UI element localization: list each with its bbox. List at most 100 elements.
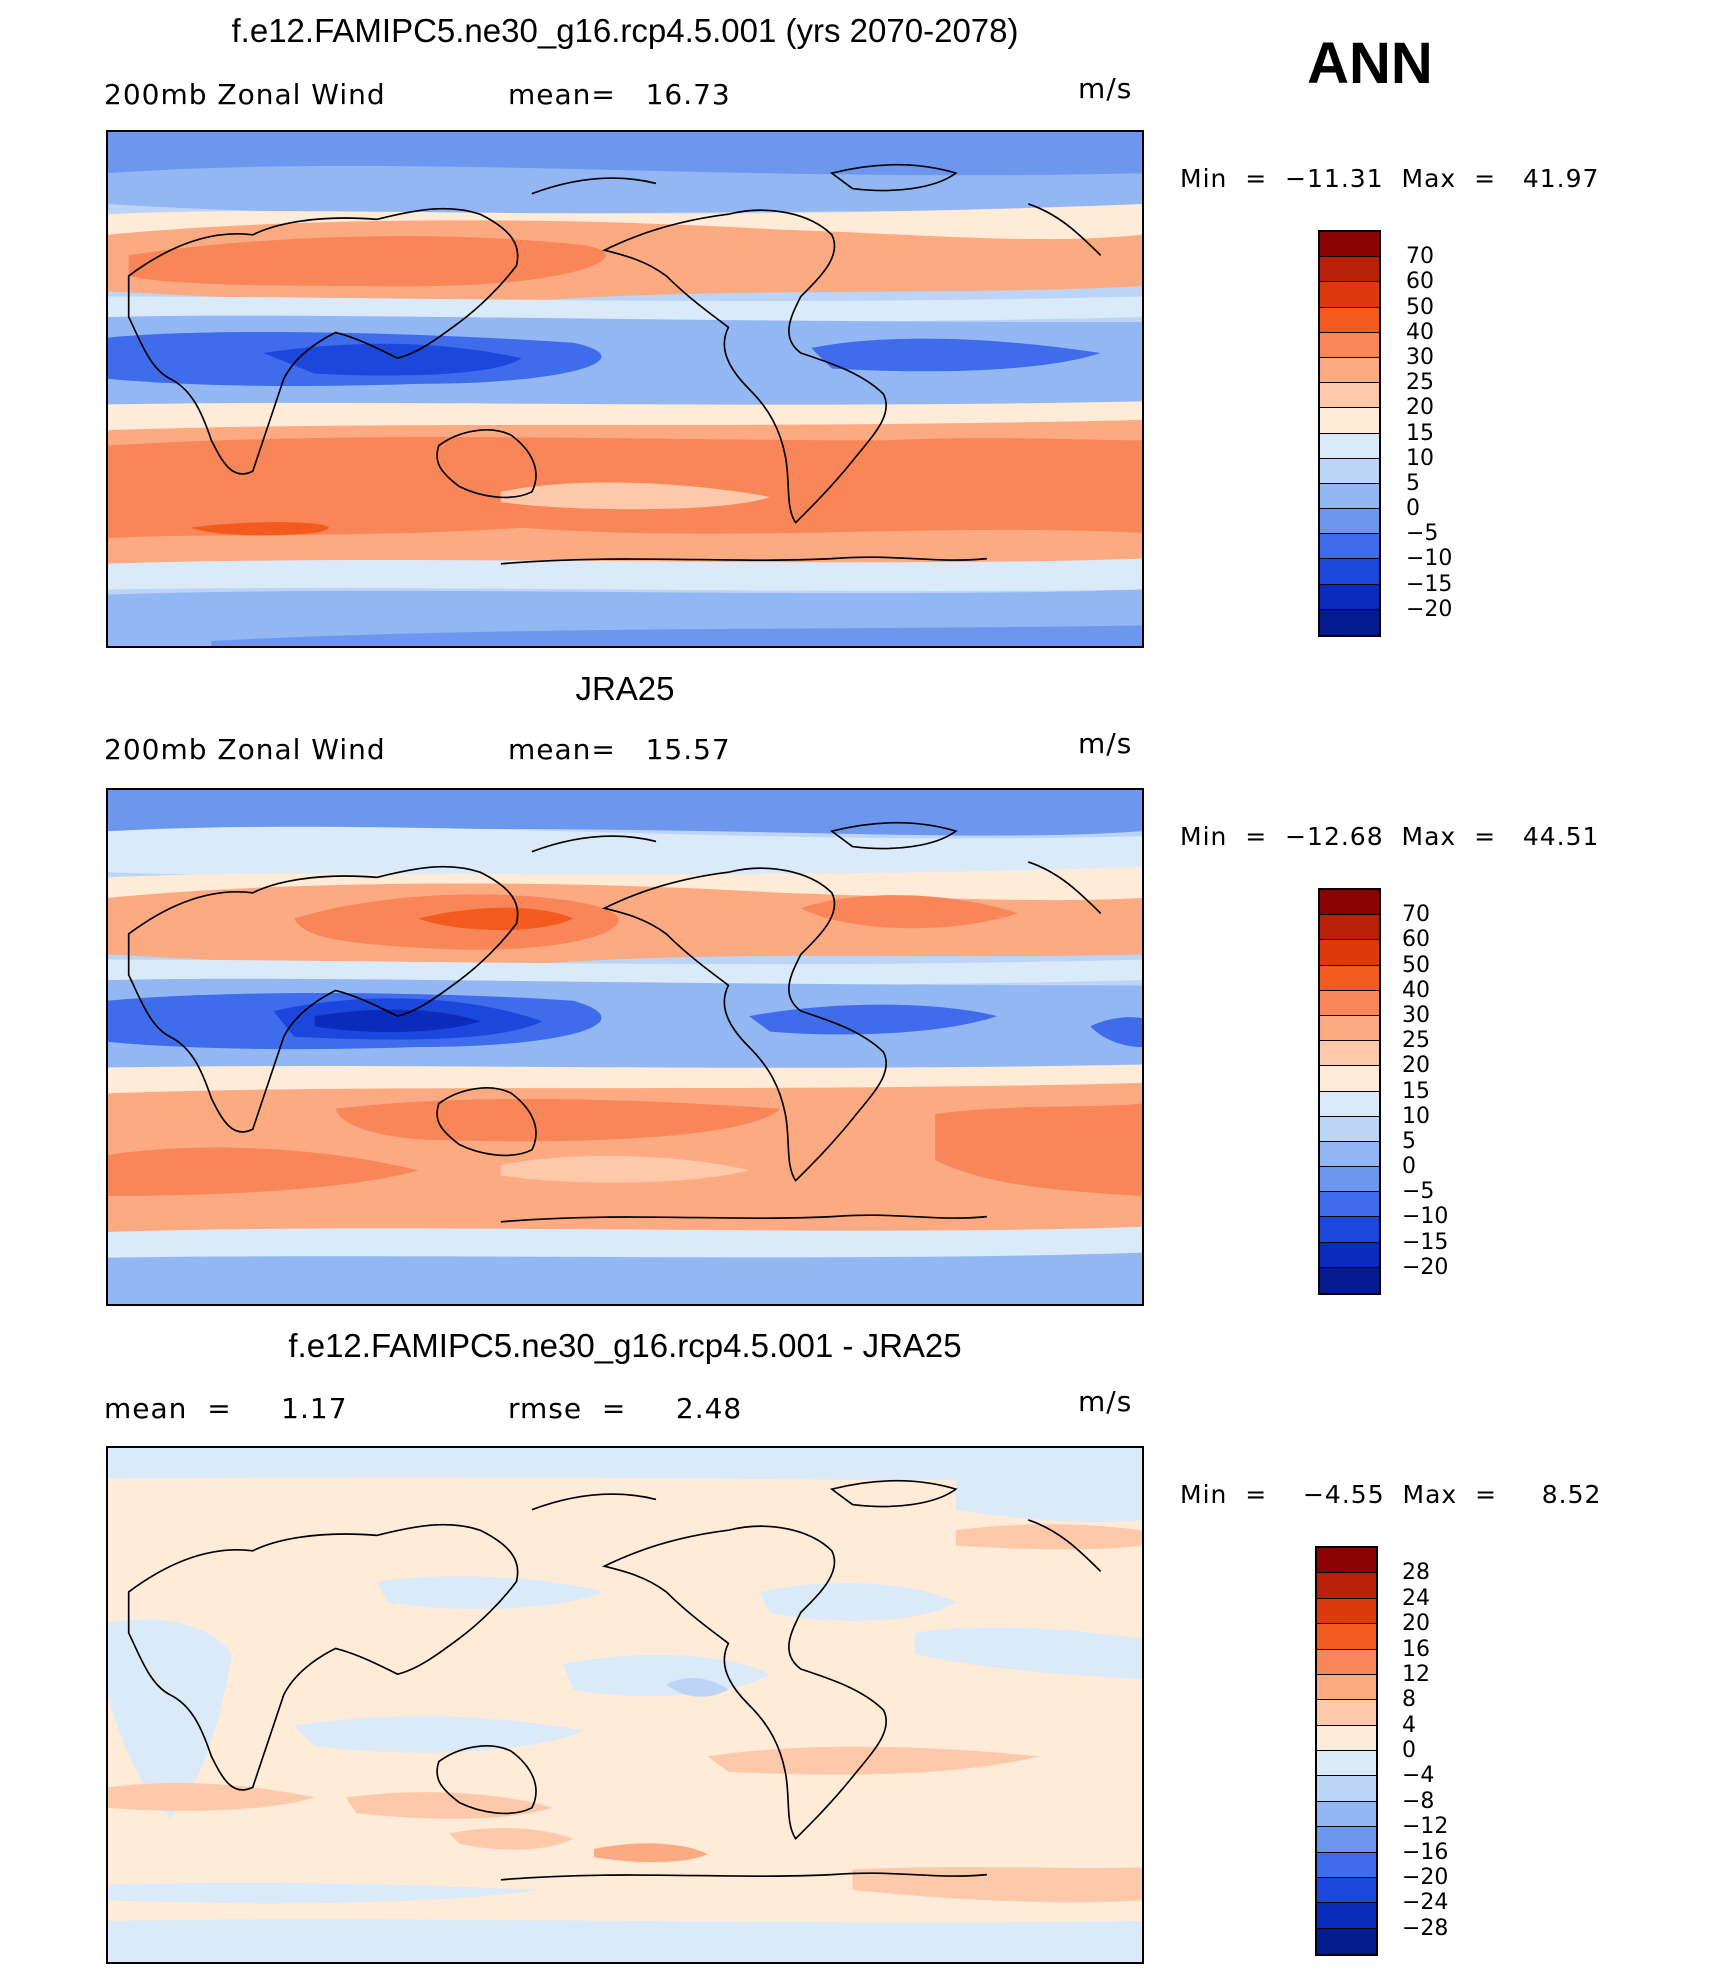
colorbar-swatch [1320,232,1379,258]
colorbar-swatch [1320,890,1379,916]
colorbar-tick-label: 40 [1406,319,1434,345]
panel2-map [106,788,1144,1306]
colorbar-swatch [1320,940,1379,966]
panel1-colorbar [1318,230,1381,637]
colorbar-swatch [1317,1624,1376,1650]
colorbar-swatch [1320,282,1379,308]
colorbar-tick-label: −15 [1406,571,1453,597]
colorbar-tick-label: −4 [1402,1763,1435,1789]
colorbar-tick-label: 10 [1402,1103,1430,1129]
colorbar-tick-label: 28 [1402,1560,1430,1586]
colorbar-swatch [1317,1877,1376,1904]
colorbar-swatch [1320,408,1379,434]
colorbar-tick-label: 60 [1406,269,1434,295]
colorbar-tick-label: −28 [1402,1915,1449,1941]
colorbar-swatch [1317,1649,1376,1675]
colorbar-tick-label: −24 [1402,1890,1449,1916]
panel2-mean-label: mean= 15.57 [508,733,731,766]
colorbar-swatch [1320,915,1379,941]
colorbar-swatch [1320,1267,1379,1293]
colorbar-swatch [1320,1242,1379,1268]
colorbar-tick-label: 20 [1402,1053,1430,1079]
panel2-title: JRA25 [575,670,675,707]
colorbar-swatch [1320,1192,1379,1218]
colorbar-tick-label: 40 [1402,977,1430,1003]
colorbar-swatch [1317,1674,1376,1701]
colorbar-swatch [1320,559,1379,585]
colorbar-swatch [1317,1827,1376,1853]
colorbar-swatch [1320,257,1379,283]
colorbar-swatch [1320,509,1379,535]
colorbar-swatch [1317,1903,1376,1929]
colorbar-tick-label: 50 [1406,294,1434,320]
colorbar-tick-label: −10 [1402,1204,1449,1230]
colorbar-tick-label: −5 [1406,521,1439,547]
colorbar-tick-label: −12 [1402,1814,1449,1840]
colorbar-tick-label: 5 [1402,1128,1416,1154]
panel3-rmse-label: rmse = 2.48 [508,1392,743,1425]
colorbar-tick-label: 20 [1402,1611,1430,1637]
colorbar-tick-label: −5 [1402,1179,1435,1205]
colorbar-swatch [1320,1015,1379,1042]
colorbar-tick-label: 0 [1402,1154,1416,1180]
colorbar-swatch [1320,483,1379,510]
colorbar-swatch [1320,1091,1379,1117]
colorbar-tick-label: 30 [1402,1002,1430,1028]
colorbar-swatch [1320,433,1379,459]
colorbar-swatch [1320,357,1379,384]
colorbar-tick-label: 15 [1402,1078,1430,1104]
colorbar-swatch [1320,584,1379,610]
colorbar-tick-label: 0 [1406,496,1420,522]
colorbar-swatch [1320,1217,1379,1243]
colorbar-tick-label: −20 [1402,1254,1449,1280]
colorbar-swatch [1317,1852,1376,1878]
colorbar-tick-label: 20 [1406,395,1434,421]
colorbar-swatch [1320,1167,1379,1193]
colorbar-swatch [1320,1041,1379,1067]
colorbar-tick-label: −15 [1402,1229,1449,1255]
colorbar-tick-label: 50 [1402,952,1430,978]
colorbar-tick-label: 15 [1406,420,1434,446]
colorbar-tick-label: 70 [1402,902,1430,928]
panel2-field-label: 200mb Zonal Wind [104,733,386,766]
colorbar-tick-label: 0 [1402,1738,1416,1763]
colorbar-swatch [1320,1066,1379,1092]
panel1-field-label: 200mb Zonal Wind [104,78,386,111]
panel3-colorbar [1315,1546,1378,1956]
colorbar-tick-label: 10 [1406,445,1434,471]
colorbar-tick-label: 25 [1406,370,1434,396]
colorbar-swatch [1317,1801,1376,1828]
colorbar-tick-label: −20 [1402,1864,1449,1890]
colorbar-swatch [1320,383,1379,409]
panel3-map [106,1446,1144,1964]
colorbar-swatch [1320,965,1379,991]
colorbar-swatch [1320,307,1379,333]
colorbar-tick-label: 8 [1402,1687,1416,1713]
colorbar-tick-label: −8 [1402,1788,1435,1814]
panel1-map [106,130,1144,648]
colorbar-swatch [1317,1751,1376,1777]
panel1-units-label: m/s [1078,72,1133,105]
colorbar-swatch [1317,1598,1376,1625]
season-label: ANN [1307,31,1433,96]
colorbar-swatch [1320,1116,1379,1142]
colorbar-swatch [1317,1573,1376,1599]
colorbar-swatch [1317,1548,1376,1574]
colorbar-tick-label: 25 [1402,1028,1430,1054]
colorbar-swatch [1317,1776,1376,1802]
colorbar-swatch [1317,1725,1376,1751]
panel3-mean-label: mean = 1.17 [104,1392,348,1425]
panel3-units-label: m/s [1078,1385,1133,1418]
colorbar-tick-label: 5 [1406,470,1420,496]
colorbar-swatch [1317,1700,1376,1726]
colorbar-tick-label: 60 [1402,927,1430,953]
colorbar-tick-label: 70 [1406,244,1434,270]
colorbar-tick-label: 16 [1402,1636,1430,1662]
panel3-minmax: Min = −4.55 Max = 8.52 [1180,1480,1602,1509]
panel2-minmax: Min = −12.68 Max = 44.51 [1180,822,1600,851]
colorbar-tick-label: 12 [1402,1661,1430,1687]
colorbar-tick-label: −20 [1406,596,1453,622]
panel2-colorbar [1318,888,1381,1295]
colorbar-swatch [1320,534,1379,560]
panel1-minmax: Min = −11.31 Max = 41.97 [1180,164,1600,193]
